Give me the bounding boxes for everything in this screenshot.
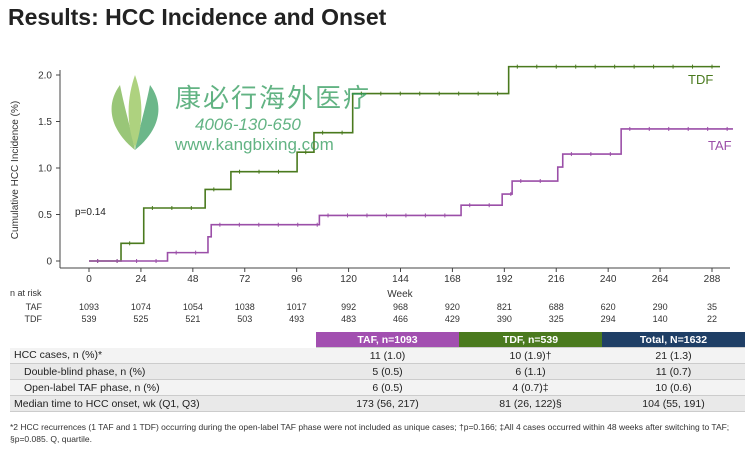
x-tick-label: 240 bbox=[600, 274, 617, 285]
risk-value: 688 bbox=[549, 302, 564, 312]
cell: 81 (26, 122)§ bbox=[459, 395, 602, 412]
cell: 10 (0.6) bbox=[602, 379, 745, 396]
risk-row-taf-label: TAF bbox=[26, 302, 43, 312]
p-value-annotation: p=0.14 bbox=[75, 207, 106, 218]
x-tick-label: 96 bbox=[291, 274, 303, 285]
risk-value: 968 bbox=[393, 302, 408, 312]
table-row: Open-label TAF phase, n (%) 6 (0.5) 4 (0… bbox=[10, 379, 745, 396]
x-tick-label: 288 bbox=[704, 274, 721, 285]
slide-title: Results: HCC Incidence and Onset bbox=[8, 4, 387, 30]
risk-value: 1038 bbox=[235, 302, 255, 312]
risk-row-tdf-label: TDF bbox=[25, 314, 43, 324]
risk-value: 493 bbox=[289, 314, 304, 324]
hcc-table: TAF, n=1093 TDF, n=539 Total, N=1632 HCC… bbox=[10, 332, 745, 412]
y-tick-label: 1.0 bbox=[38, 164, 52, 175]
risk-value: 325 bbox=[549, 314, 564, 324]
risk-value: 483 bbox=[341, 314, 356, 324]
risk-value: 992 bbox=[341, 302, 356, 312]
x-tick-label: 0 bbox=[86, 274, 92, 285]
cell: 11 (0.7) bbox=[602, 363, 745, 380]
risk-value: 466 bbox=[393, 314, 408, 324]
x-tick-label: 120 bbox=[340, 274, 357, 285]
risk-value: 35 bbox=[707, 302, 717, 312]
x-tick-label: 24 bbox=[135, 274, 147, 285]
y-axis-label: Cumulative HCC Incidence (%) bbox=[10, 101, 21, 239]
cell: 6 (1.1) bbox=[459, 363, 602, 380]
risk-value: 521 bbox=[185, 314, 200, 324]
cell: 11 (1.0) bbox=[316, 347, 459, 364]
cell: 104 (55, 191) bbox=[602, 395, 745, 412]
risk-value: 390 bbox=[497, 314, 512, 324]
row-label: Double-blind phase, n (%) bbox=[10, 363, 316, 380]
risk-label: n at risk bbox=[10, 288, 42, 298]
risk-value: 294 bbox=[601, 314, 616, 324]
legend-taf: TAF bbox=[708, 138, 732, 153]
watermark-logo-icon bbox=[111, 75, 159, 150]
risk-value: 503 bbox=[237, 314, 252, 324]
km-line-tdf bbox=[89, 65, 721, 262]
risk-value: 821 bbox=[497, 302, 512, 312]
risk-value: 1054 bbox=[183, 302, 203, 312]
cell: 21 (1.3) bbox=[602, 347, 745, 364]
x-tick-label: 192 bbox=[496, 274, 513, 285]
cell: 5 (0.5) bbox=[316, 363, 459, 380]
row-label: Open-label TAF phase, n (%) bbox=[10, 379, 316, 396]
risk-value: 525 bbox=[133, 314, 148, 324]
x-tick-label: 264 bbox=[652, 274, 669, 285]
x-tick-label: 144 bbox=[392, 274, 409, 285]
risk-value: 22 bbox=[707, 314, 717, 324]
x-tick-label: 48 bbox=[187, 274, 199, 285]
risk-value: 620 bbox=[601, 302, 616, 312]
risk-value: 140 bbox=[653, 314, 668, 324]
x-tick-label: 72 bbox=[239, 274, 251, 285]
header-tdf: TDF, n=539 bbox=[459, 332, 602, 348]
row-label: HCC cases, n (%)* bbox=[10, 347, 316, 364]
km-chart: 0 24 48 72 96 120 144 168 192 216 240 264 288 0 0.5 1.0… bbox=[10, 64, 733, 324]
cell: 4 (0.7)‡ bbox=[459, 379, 602, 396]
row-label: Median time to HCC onset, wk (Q1, Q3) bbox=[10, 395, 316, 412]
legend-tdf: TDF bbox=[688, 72, 713, 87]
cell: 173 (56, 217) bbox=[316, 395, 459, 412]
km-line-taf bbox=[89, 128, 733, 262]
x-tick-label: 216 bbox=[548, 274, 565, 285]
header-taf: TAF, n=1093 bbox=[316, 332, 459, 348]
risk-value: 1074 bbox=[131, 302, 151, 312]
risk-value: 290 bbox=[653, 302, 668, 312]
y-tick-label: 0 bbox=[46, 257, 52, 268]
header-total: Total, N=1632 bbox=[602, 332, 745, 348]
cell: 6 (0.5) bbox=[316, 379, 459, 396]
table-row: Double-blind phase, n (%) 5 (0.5) 6 (1.1… bbox=[10, 363, 745, 380]
risk-value: 920 bbox=[445, 302, 460, 312]
y-tick-label: 1.5 bbox=[38, 117, 52, 128]
table-row: Median time to HCC onset, wk (Q1, Q3) 17… bbox=[10, 395, 745, 412]
cell: 10 (1.9)† bbox=[459, 347, 602, 364]
y-tick-label: 0.5 bbox=[38, 210, 52, 221]
x-axis-label: Week bbox=[387, 289, 413, 300]
risk-value: 1017 bbox=[287, 302, 307, 312]
risk-value: 1093 bbox=[79, 302, 99, 312]
y-tick-label: 2.0 bbox=[38, 71, 52, 82]
risk-value: 539 bbox=[81, 314, 96, 324]
risk-value: 429 bbox=[445, 314, 460, 324]
x-tick-label: 168 bbox=[444, 274, 461, 285]
table-row: HCC cases, n (%)* 11 (1.0) 10 (1.9)† 21 … bbox=[10, 347, 745, 364]
footnote: *2 HCC recurrences (1 TAF and 1 TDF) occ… bbox=[10, 422, 730, 444]
